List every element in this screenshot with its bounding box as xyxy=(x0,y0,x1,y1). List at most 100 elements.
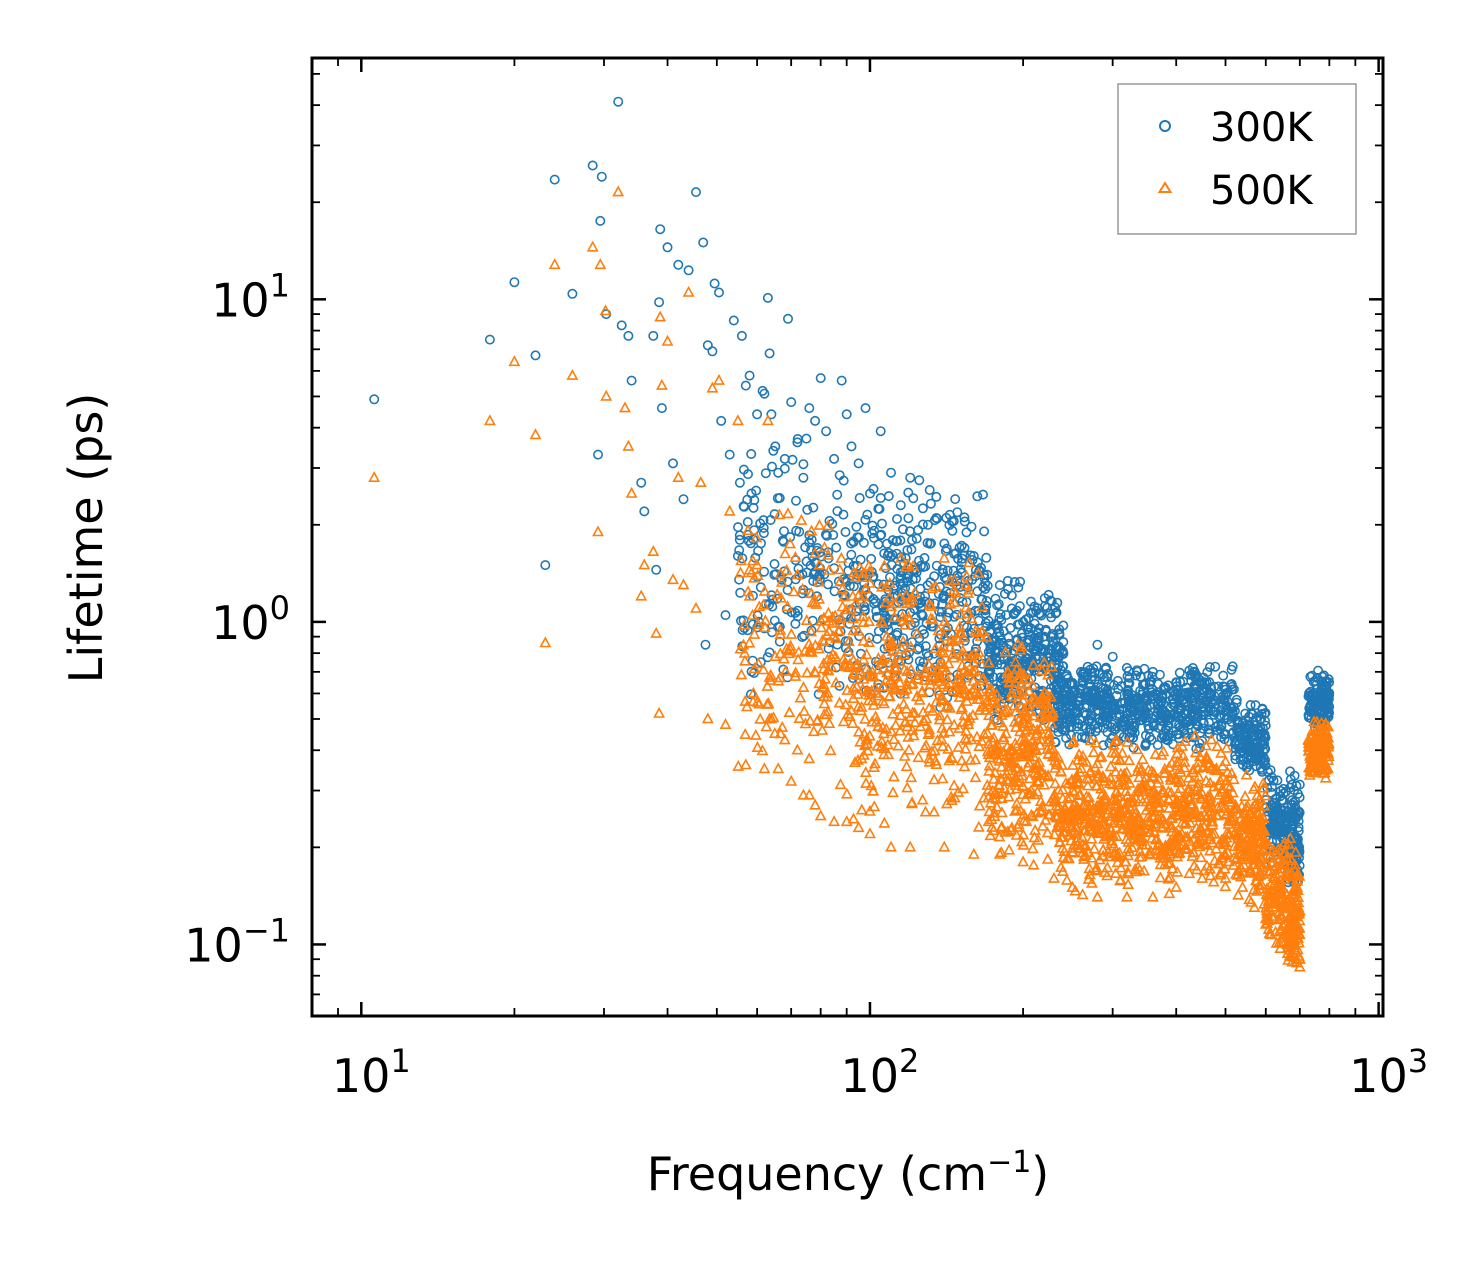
point-300k xyxy=(947,576,958,587)
point-300k xyxy=(891,513,902,524)
point-500k xyxy=(804,641,817,653)
point-500k xyxy=(869,710,882,722)
point-500k xyxy=(993,716,1006,728)
point-500k xyxy=(841,683,854,695)
point-500k xyxy=(746,554,759,566)
point-500k xyxy=(813,518,826,530)
point-500k xyxy=(991,752,1004,764)
point-300k xyxy=(1220,688,1231,699)
point-500k xyxy=(995,821,1008,833)
point-300k xyxy=(1076,666,1087,677)
point-500k xyxy=(857,610,870,622)
point-300k xyxy=(736,330,747,341)
point-500k xyxy=(901,678,914,690)
point-500k xyxy=(863,688,876,700)
point-500k xyxy=(857,589,870,601)
point-500k xyxy=(934,671,947,683)
point-300k xyxy=(1111,690,1122,701)
point-500k xyxy=(887,770,900,782)
point-300k xyxy=(1270,793,1281,804)
point-500k xyxy=(836,582,849,594)
point-300k xyxy=(648,330,659,341)
point-300k xyxy=(530,350,541,361)
point-500k xyxy=(964,753,977,765)
point-500k xyxy=(868,761,881,773)
point-300k xyxy=(1210,661,1221,672)
point-300k xyxy=(829,453,840,464)
point-300k xyxy=(1204,717,1215,728)
point-500k xyxy=(777,652,790,664)
point-500k xyxy=(813,642,825,654)
point-500k xyxy=(912,751,925,763)
point-500k xyxy=(847,812,860,824)
point-500k xyxy=(1027,723,1040,735)
point-500k xyxy=(916,684,929,696)
point-300k xyxy=(916,609,927,620)
point-500k xyxy=(1009,705,1022,717)
point-500k xyxy=(1023,705,1036,717)
point-500k xyxy=(966,708,979,720)
point-300k xyxy=(801,433,812,444)
point-300k xyxy=(876,518,887,529)
point-300k xyxy=(807,615,818,626)
point-500k xyxy=(957,649,970,661)
point-500k xyxy=(738,618,751,630)
point-500k xyxy=(932,684,944,696)
point-300k xyxy=(1009,576,1020,587)
point-500k xyxy=(813,558,826,570)
point-300k xyxy=(920,641,931,652)
point-500k xyxy=(904,710,917,722)
point-300k xyxy=(959,512,970,523)
point-300k xyxy=(968,550,979,561)
point-500k xyxy=(898,648,911,660)
point-500k xyxy=(988,806,1001,818)
point-300k xyxy=(1132,665,1143,676)
point-500k xyxy=(1010,797,1023,809)
point-300k xyxy=(592,449,603,460)
point-300k xyxy=(773,621,784,632)
point-500k xyxy=(1056,792,1069,804)
point-500k xyxy=(997,731,1010,743)
point-300k xyxy=(846,538,857,549)
point-300k xyxy=(732,522,743,533)
point-500k xyxy=(861,737,874,749)
point-300k xyxy=(1090,674,1101,685)
point-300k xyxy=(1053,660,1064,671)
point-500k xyxy=(888,660,901,672)
point-300k xyxy=(1126,696,1137,707)
point-500k xyxy=(816,723,829,735)
point-500k xyxy=(1010,720,1022,732)
point-300k xyxy=(1204,662,1215,673)
point-500k xyxy=(824,744,837,756)
point-500k xyxy=(936,772,949,784)
point-500k xyxy=(922,657,935,669)
point-500k xyxy=(889,718,902,730)
point-300k xyxy=(690,187,701,198)
point-500k xyxy=(982,737,995,749)
point-300k xyxy=(895,535,906,546)
point-300k xyxy=(1066,730,1077,741)
point-500k xyxy=(955,703,968,715)
point-300k xyxy=(949,548,960,559)
point-300k xyxy=(716,415,727,426)
point-300k xyxy=(882,550,893,561)
point-300k xyxy=(752,409,763,420)
point-500k xyxy=(907,729,920,741)
point-500k xyxy=(943,676,956,688)
point-300k xyxy=(990,593,1001,604)
point-500k xyxy=(908,716,921,728)
point-500k xyxy=(978,728,991,740)
point-500k xyxy=(986,820,999,832)
point-300k xyxy=(792,437,803,448)
point-500k xyxy=(1030,693,1042,705)
point-500k xyxy=(1088,842,1101,854)
point-500k xyxy=(1204,776,1217,788)
point-500k xyxy=(748,627,761,639)
point-300k xyxy=(737,624,748,635)
point-300k xyxy=(881,538,892,549)
point-500k xyxy=(992,745,1005,757)
point-300k xyxy=(1070,686,1081,697)
point-500k xyxy=(773,508,786,520)
point-500k xyxy=(944,640,957,652)
point-500k xyxy=(752,657,765,669)
